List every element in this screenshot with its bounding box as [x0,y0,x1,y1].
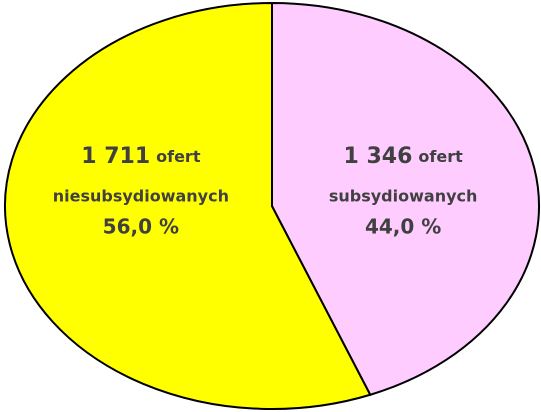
count-number: 1 711 [81,144,150,169]
pie-slice [271,1,540,396]
count-unit: ofert [418,147,463,166]
count-number: 1 346 [344,144,413,169]
pie-slice [4,1,372,410]
category-label: niesubsydiowanych [53,187,229,206]
count-label: 1 711 ofert [81,144,201,169]
count-unit: ofert [156,147,201,166]
percent-label: 44,0 % [365,215,441,239]
count-label: 1 346 ofert [344,144,464,169]
category-label: subsydiowanych [329,187,478,206]
percent-label: 56,0 % [103,215,179,239]
